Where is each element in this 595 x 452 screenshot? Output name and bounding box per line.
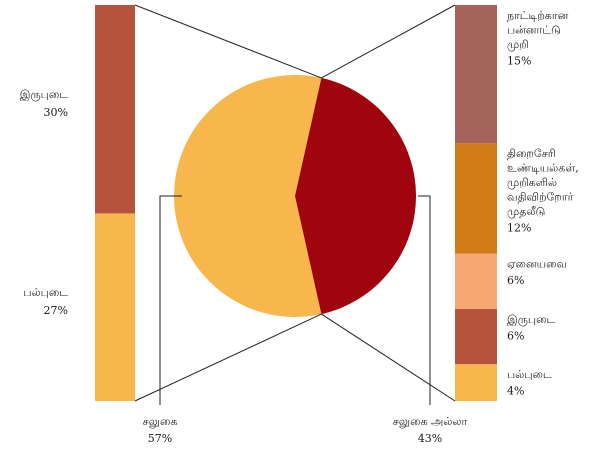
right-bar-label-4-line-2: முறி xyxy=(507,38,529,51)
right-bar-label-4-line-1: பன்னாட்டு xyxy=(507,24,561,37)
pie-slice-non-offer xyxy=(295,77,417,315)
right-bar-value-2: 6% xyxy=(507,274,524,287)
left-bar-value-0: 27% xyxy=(44,304,68,317)
connector-left-top xyxy=(134,4,322,79)
right-bar-segment-2 xyxy=(455,253,497,309)
right-bar-label-3-line-1: உண்டியல்கள், xyxy=(507,162,579,175)
right-bar-segment-4 xyxy=(455,5,497,144)
connector-right-top xyxy=(321,4,456,79)
connector-right-bottom xyxy=(321,313,456,402)
pie-value-offer: 57% xyxy=(148,432,172,445)
right-bar-label-4-line-0: நாட்டிற்கான xyxy=(507,9,569,22)
left-bar-segment-0 xyxy=(95,213,135,401)
left-bar-segment-1 xyxy=(95,5,135,214)
right-bar-label-3-line-0: திறைசேரி xyxy=(507,147,556,160)
right-bar-value-0: 4% xyxy=(507,385,524,398)
left-bar-label-1: இருபுடை xyxy=(20,88,68,101)
right-bar-value-3: 12% xyxy=(507,222,531,235)
right-bar-label-2-line-0: ஏனையவை xyxy=(507,258,567,271)
leader-non-offer xyxy=(418,195,431,405)
right-bar-label-3-line-2: முறிகளில் xyxy=(507,176,557,189)
connector-left-bottom xyxy=(134,313,322,402)
right-bar-label-3-line-4: முதலீடு xyxy=(507,205,545,218)
right-bar-label-0-line-0: பல்புடை xyxy=(507,368,552,381)
right-bar-value-1: 6% xyxy=(507,329,524,342)
pie-label-non-offer: சலுகை அல்லா xyxy=(393,415,468,428)
left-bar-value-1: 30% xyxy=(44,106,68,119)
pie-slice-offer xyxy=(174,74,322,318)
left-bar-label-0: பல்புடை xyxy=(23,286,68,299)
right-bar-segment-1 xyxy=(455,308,497,365)
pie-label-offer: சலுகை xyxy=(143,415,178,428)
right-bar-segment-3 xyxy=(455,143,497,254)
pie-value-non-offer: 43% xyxy=(418,432,442,445)
right-bar-value-4: 15% xyxy=(507,55,531,68)
right-bar-segment-0 xyxy=(455,364,497,401)
right-bar-label-3-line-3: வதிவிற்றோர் xyxy=(507,191,574,204)
right-bar-label-1-line-0: இருபுடை xyxy=(507,313,555,326)
leader-offer xyxy=(159,195,182,405)
